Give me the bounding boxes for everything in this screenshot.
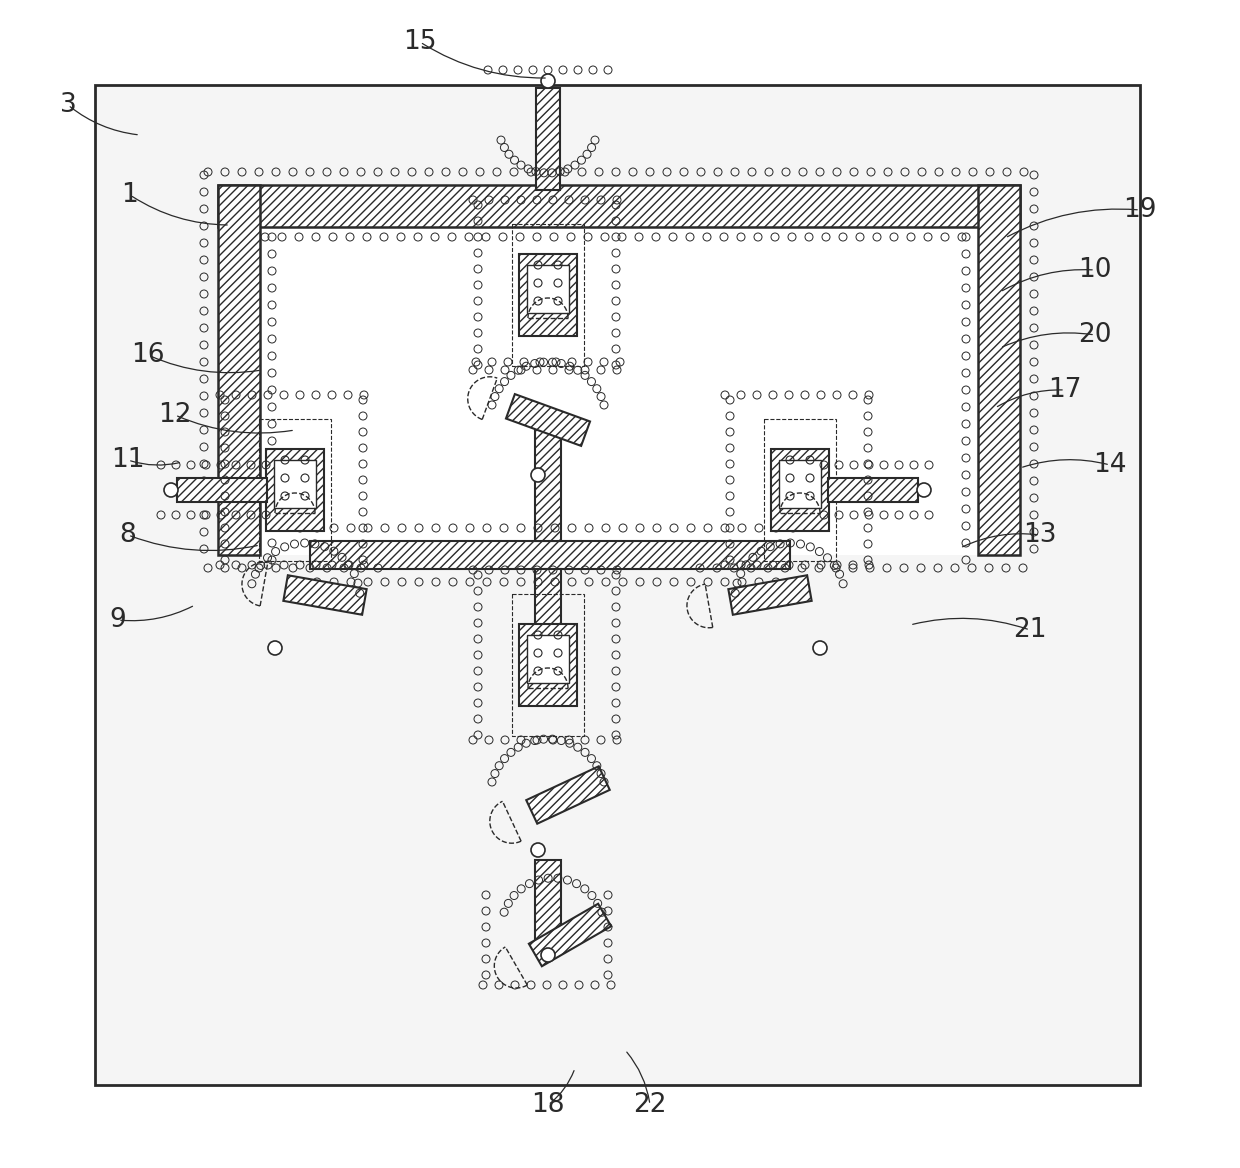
Text: 18: 18 (531, 1092, 564, 1118)
Bar (310, 541, 790, 569)
Bar (218, 185, 260, 555)
Bar (534, 860, 560, 945)
Bar (259, 419, 331, 561)
Text: 14: 14 (1094, 452, 1127, 478)
Text: 10: 10 (1079, 257, 1112, 283)
Circle shape (531, 468, 546, 482)
Bar (274, 460, 316, 508)
Text: 11: 11 (112, 447, 145, 473)
Circle shape (541, 74, 556, 88)
Polygon shape (528, 904, 611, 966)
Bar (267, 449, 324, 531)
Text: 16: 16 (131, 342, 165, 368)
Circle shape (541, 948, 556, 962)
Text: 21: 21 (1013, 617, 1047, 644)
Text: 9: 9 (109, 607, 126, 633)
Bar (828, 478, 918, 502)
Text: 12: 12 (159, 402, 192, 427)
Circle shape (268, 641, 281, 655)
Text: 22: 22 (634, 1092, 667, 1118)
Bar (512, 595, 584, 736)
Bar (978, 185, 1021, 555)
Text: 8: 8 (119, 522, 136, 548)
Circle shape (164, 484, 179, 498)
Polygon shape (728, 576, 812, 614)
Polygon shape (526, 766, 610, 823)
Polygon shape (284, 576, 367, 614)
Text: 1: 1 (122, 182, 139, 208)
Polygon shape (506, 394, 590, 446)
Bar (512, 224, 584, 366)
Bar (536, 88, 560, 190)
Text: 3: 3 (60, 92, 77, 118)
Text: 19: 19 (1123, 197, 1157, 223)
Bar (520, 624, 577, 705)
Text: 15: 15 (403, 29, 436, 55)
Bar (520, 253, 577, 336)
Bar (779, 460, 821, 508)
Bar (534, 420, 560, 541)
Bar (177, 478, 267, 502)
Bar (764, 419, 836, 561)
Text: 13: 13 (1023, 522, 1056, 548)
Circle shape (531, 843, 546, 857)
Circle shape (813, 641, 827, 655)
Circle shape (918, 484, 931, 498)
Bar (771, 449, 830, 531)
Text: 20: 20 (1079, 322, 1112, 348)
Bar (527, 635, 569, 683)
Text: 17: 17 (1048, 377, 1081, 403)
Bar (527, 265, 569, 313)
Bar (218, 185, 1021, 227)
Bar (534, 569, 560, 689)
Bar (260, 227, 978, 555)
Bar (95, 85, 1140, 1085)
